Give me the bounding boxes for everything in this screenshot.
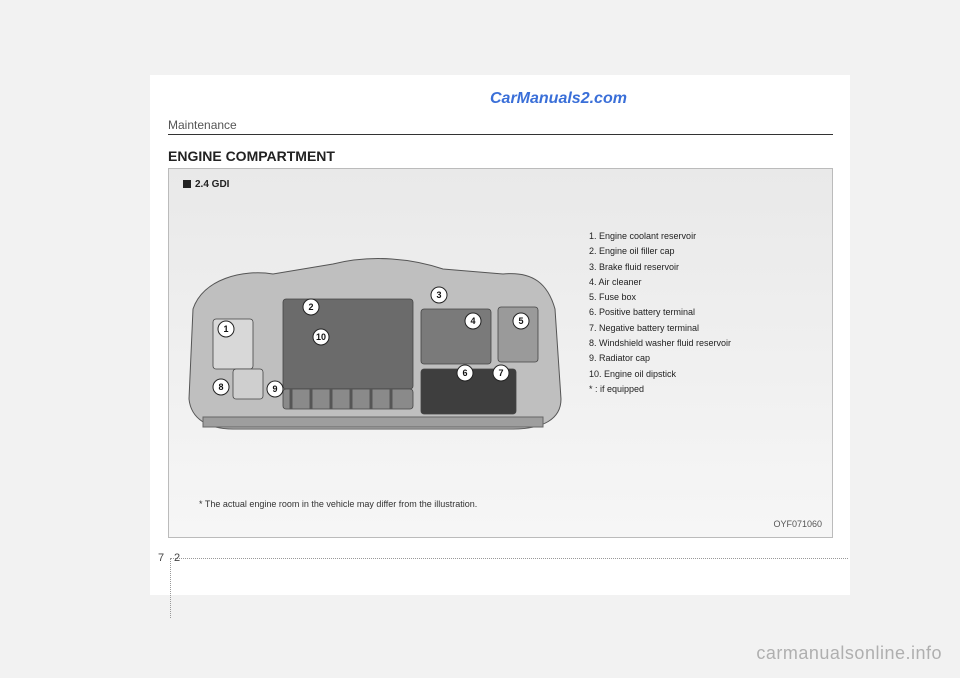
svg-text:9: 9 <box>272 384 277 394</box>
dotted-rule-v <box>170 558 171 618</box>
legend-item: 6. Positive battery terminal <box>589 305 819 320</box>
figure-code: OYF071060 <box>773 519 822 529</box>
page-number-page: 2 <box>174 552 180 564</box>
section-label: Maintenance <box>168 118 833 132</box>
figure-box: 2.4 GDI 1 2 3 4 5 6 7 8 9 10 1. Engine coolant re… <box>168 168 833 538</box>
header-rule <box>168 134 833 135</box>
engine-variant-label: 2.4 GDI <box>183 179 229 190</box>
svg-text:8: 8 <box>218 382 223 392</box>
legend-item: 5. Fuse box <box>589 290 819 305</box>
watermark-top: CarManuals2.com <box>490 90 627 108</box>
legend-list: 1. Engine coolant reservoir2. Engine oil… <box>589 229 819 397</box>
svg-text:1: 1 <box>223 324 228 334</box>
legend-item: 8. Windshield washer fluid reservoir <box>589 336 819 351</box>
legend-item: 4. Air cleaner <box>589 275 819 290</box>
svg-text:2: 2 <box>308 302 313 312</box>
legend-item: 10. Engine oil dipstick <box>589 367 819 382</box>
svg-text:3: 3 <box>436 290 441 300</box>
engine-variant-text: 2.4 GDI <box>195 179 229 190</box>
page-title: ENGINE COMPARTMENT <box>168 148 335 164</box>
legend-item: 2. Engine oil filler cap <box>589 244 819 259</box>
page-number-chapter: 7 <box>158 552 164 564</box>
legend-item: 9. Radiator cap <box>589 351 819 366</box>
svg-text:7: 7 <box>498 368 503 378</box>
square-bullet-icon <box>183 180 191 188</box>
dotted-rule-h <box>170 558 848 559</box>
svg-text:5: 5 <box>518 316 523 326</box>
svg-text:6: 6 <box>462 368 467 378</box>
legend-item: * : if equipped <box>589 382 819 397</box>
legend-item: 7. Negative battery terminal <box>589 321 819 336</box>
figure-footnote: * The actual engine room in the vehicle … <box>199 499 477 509</box>
header-area: Maintenance <box>168 118 833 135</box>
svg-text:10: 10 <box>316 332 326 342</box>
watermark-bottom: carmanualsonline.info <box>756 643 942 664</box>
svg-text:4: 4 <box>470 316 475 326</box>
legend-item: 1. Engine coolant reservoir <box>589 229 819 244</box>
legend-item: 3. Brake fluid reservoir <box>589 260 819 275</box>
engine-diagram: 1 2 3 4 5 6 7 8 9 10 <box>183 229 563 439</box>
